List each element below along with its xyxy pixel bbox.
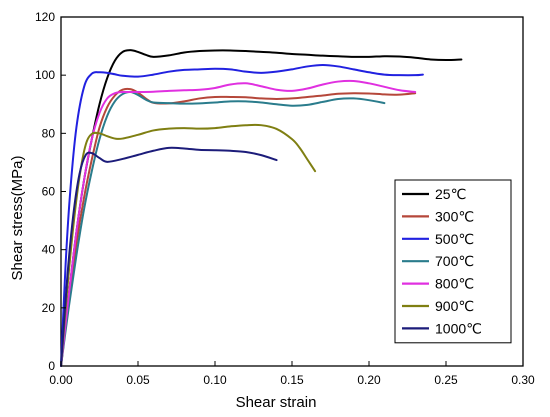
- y-tick-label: 80: [42, 126, 56, 140]
- y-tick-label: 0: [48, 359, 55, 373]
- x-tick-label: 0.00: [49, 373, 73, 387]
- series-line-2: [60, 63, 424, 367]
- y-tick-label: 120: [35, 10, 55, 24]
- series-line-4: [60, 79, 417, 367]
- x-tick-label: 0.30: [511, 373, 535, 387]
- x-tick-label: 0.15: [280, 373, 304, 387]
- legend-label-0: 25℃: [435, 186, 466, 202]
- series-line-1: [60, 87, 417, 367]
- legend: 25℃ 300℃ 500℃ 700℃ 800℃ 900℃ 1000℃: [394, 179, 512, 344]
- series-line-3: [60, 91, 386, 367]
- x-axis-label: Shear strain: [236, 394, 317, 411]
- y-tick-label: 100: [35, 68, 55, 82]
- y-tick-label: 20: [42, 301, 56, 315]
- series-line-0: [60, 49, 463, 367]
- legend-label-5: 900℃: [435, 298, 474, 314]
- series-line-5: [60, 123, 317, 367]
- series-line-6: [60, 146, 278, 367]
- legend-label-4: 800℃: [435, 276, 474, 292]
- legend-label-3: 700℃: [435, 253, 474, 269]
- curves: [60, 49, 463, 367]
- y-tick-label: 40: [42, 243, 56, 257]
- ticks: 0.00 0.05 0.10 0.15 0.20 0.25 0.30 0 20 40 60 80 100…: [35, 10, 535, 387]
- legend-label-1: 300℃: [435, 208, 474, 224]
- y-axis-label: Shear stress(MPa): [9, 155, 26, 280]
- legend-label-2: 500℃: [435, 231, 474, 247]
- y-tick-label: 60: [42, 185, 56, 199]
- x-tick-label: 0.25: [434, 373, 458, 387]
- legend-label-6: 1000℃: [435, 320, 482, 336]
- x-tick-label: 0.10: [203, 373, 227, 387]
- x-tick-label: 0.05: [126, 373, 150, 387]
- x-tick-label: 0.20: [357, 373, 381, 387]
